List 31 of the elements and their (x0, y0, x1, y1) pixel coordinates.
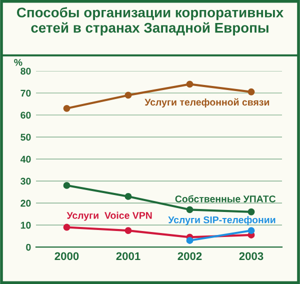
chart-title: Способы организации корпоративных сетей в странах Западной Европы (16, 7, 284, 36)
series-label: Услуги Voice VPN (66, 212, 152, 221)
point (63, 224, 70, 231)
y-tick-label: 20 (20, 200, 31, 207)
point (124, 227, 132, 234)
series-label: Услуги SIP-телефонии (168, 216, 276, 226)
y-tick-label: 10 (20, 222, 31, 229)
point (63, 104, 70, 112)
point (186, 80, 194, 88)
y-tick-label: 0 (26, 244, 31, 251)
y-tick-label: 40 (20, 156, 31, 163)
point (248, 88, 255, 96)
point (124, 92, 132, 99)
x-tick-label: 2001 (116, 252, 140, 260)
y-tick-label: 70 (20, 90, 31, 97)
x-tick-label: 2000 (54, 252, 79, 260)
x-tick-label: 2003 (239, 252, 264, 260)
y-tick-label: 60 (20, 112, 31, 119)
point (186, 206, 194, 214)
point (248, 208, 255, 216)
series-label: Собственные УПАТС (175, 195, 276, 202)
point (124, 192, 132, 200)
y-tick-label: 50 (20, 134, 31, 141)
point (186, 237, 194, 244)
point (63, 182, 70, 189)
y-tick-label: 80 (20, 68, 31, 75)
y-axis-title: % (14, 58, 22, 66)
x-tick-label: 2002 (178, 252, 202, 260)
y-tick-label: 30 (20, 178, 31, 185)
series-label: Услуги телефонной связи (144, 98, 270, 108)
point (248, 227, 255, 234)
